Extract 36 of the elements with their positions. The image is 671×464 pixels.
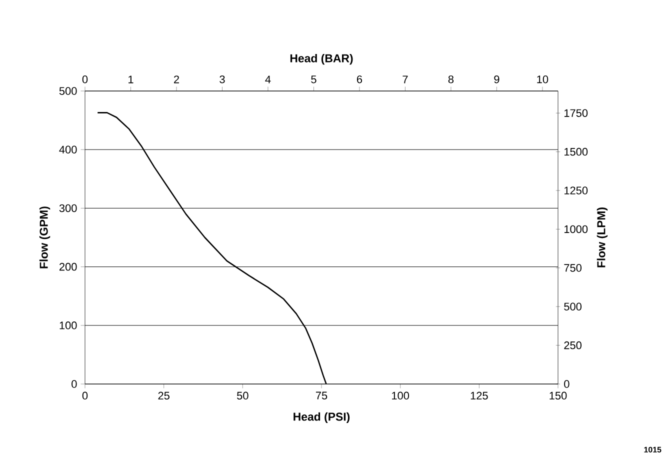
- y2-tick-label: 1250: [564, 186, 588, 194]
- y2-tick-label: 1000: [564, 225, 588, 234]
- x2-tick-label: 6: [356, 75, 362, 84]
- y2-axis-title: Flow (LPM): [596, 208, 608, 268]
- x-tick-label: 0: [82, 392, 88, 400]
- y2-tick-label: 500: [564, 302, 582, 310]
- x-tick-label: 150: [550, 392, 567, 400]
- y2-tick-label: 250: [564, 341, 582, 350]
- x-tick-label: 100: [392, 392, 410, 400]
- x2-tick-label: 7: [402, 76, 408, 84]
- y-tick-label: 200: [59, 262, 77, 271]
- y-tick-label: 300: [59, 204, 77, 212]
- x2-tick-label: 8: [448, 75, 454, 84]
- y-tick-label: 100: [60, 322, 77, 330]
- y-axis-title: Flow (GPM): [39, 206, 50, 268]
- x2-tick-label: 4: [265, 76, 271, 84]
- y-tick-label: 500: [59, 87, 77, 95]
- y2-tick-label: 750: [564, 264, 582, 272]
- x2-tick-label: 5: [311, 76, 316, 84]
- y2-tick-label: 1750: [564, 109, 588, 117]
- y-tick-label: 0: [72, 380, 77, 388]
- y-tick-label: 400: [59, 146, 77, 154]
- x-tick-label: 75: [316, 392, 328, 400]
- x-axis-title: Head (PSI): [294, 412, 350, 424]
- x2-tick-label: 3: [220, 75, 225, 84]
- x2-tick-label: 0: [82, 75, 88, 84]
- y2-tick-label: 1500: [564, 148, 588, 156]
- x2-tick-label: 10: [537, 75, 548, 84]
- x-tick-label: 50: [237, 392, 248, 400]
- x2-axis-title: Head (BAR): [290, 54, 353, 65]
- y2-tick-label: 0: [564, 380, 570, 388]
- x2-tick-label: 2: [174, 76, 179, 84]
- x-tick-label: 125: [470, 392, 488, 400]
- x2-tick-label: 1: [128, 76, 134, 84]
- x-tick-label: 25: [158, 392, 170, 400]
- x2-tick-label: 9: [494, 75, 500, 84]
